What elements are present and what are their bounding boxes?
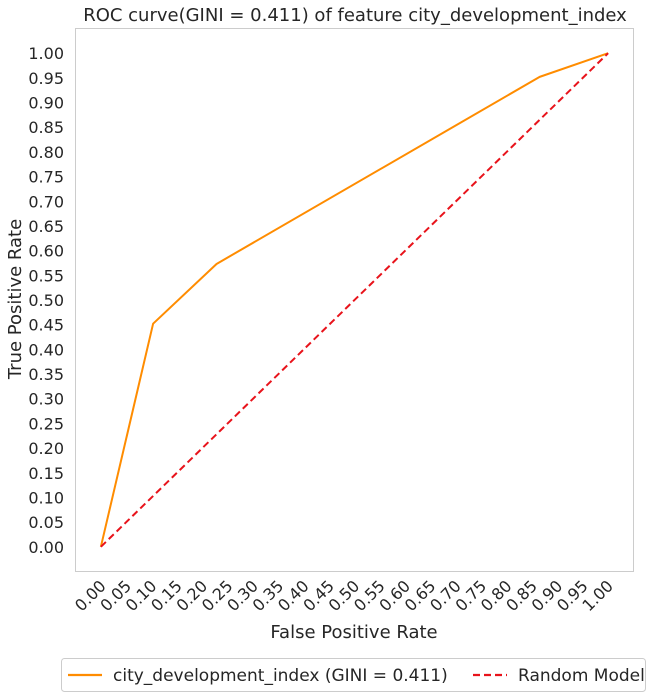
y-tick-label: 0.65 [28, 217, 64, 236]
y-tick-label: 0.55 [28, 266, 64, 285]
y-tick-label: 0.50 [28, 291, 64, 310]
random-model-line [100, 52, 609, 548]
legend-label-random: Random Model [518, 666, 645, 686]
y-tick-label: 0.00 [28, 538, 64, 557]
y-axis-label: True Positive Rate [5, 219, 26, 380]
series-layer [99, 52, 609, 548]
x-axis-label: False Positive Rate [270, 622, 437, 643]
legend: city_development_index (GINI = 0.411) Ra… [61, 658, 646, 692]
y-tick-label: 1.00 [28, 44, 64, 63]
y-tick-label: 0.60 [28, 242, 64, 261]
y-tick-labels: 0.00 0.05 0.10 0.15 0.20 0.25 0.30 0.35 0.40 0.45… [28, 44, 64, 557]
y-tick-label: 0.85 [28, 118, 64, 137]
y-tick-label: 0.05 [28, 513, 64, 532]
y-tick-label: 0.35 [28, 365, 64, 384]
y-tick-label: 0.15 [28, 464, 64, 483]
y-tick-label: 0.10 [28, 488, 64, 507]
chart-title: ROC curve(GINI = 0.411) of feature city_… [83, 5, 627, 26]
y-tick-label: 0.40 [28, 340, 64, 359]
roc-curve-line [99, 52, 609, 548]
y-tick-label: 0.80 [28, 143, 64, 162]
y-tick-label: 0.45 [28, 316, 64, 335]
y-tick-label: 0.30 [28, 390, 64, 409]
y-tick-label: 0.20 [28, 439, 64, 458]
x-tick-label: 1.00 [578, 576, 617, 615]
legend-box [61, 658, 646, 692]
legend-label-roc: city_development_index (GINI = 0.411) [113, 666, 448, 686]
y-tick-label: 0.70 [28, 192, 64, 211]
y-tick-label: 0.75 [28, 168, 64, 187]
y-tick-label: 0.95 [28, 69, 64, 88]
y-tick-label: 0.25 [28, 414, 64, 433]
y-tick-label: 0.90 [28, 94, 64, 113]
x-tick-labels: 0.000.050.100.150.200.250.300.350.400.45… [71, 576, 617, 615]
